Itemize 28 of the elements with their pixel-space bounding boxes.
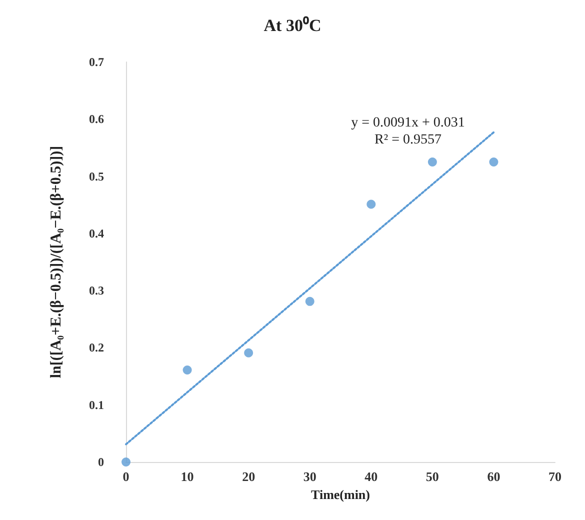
x-tick-label: 30 <box>303 469 316 484</box>
x-tick-label: 60 <box>487 469 500 484</box>
y-tick-label: 0.4 <box>89 226 104 240</box>
annotation: y = 0.0091x + 0.031 <box>351 116 465 130</box>
point <box>122 458 130 466</box>
x-tick-label: 50 <box>426 469 439 484</box>
point <box>305 296 314 306</box>
x-tick-label: 10 <box>180 469 194 484</box>
y-tick-label: 0.5 <box>89 169 104 184</box>
point <box>489 158 498 166</box>
y-axis-title: ln[([A₀+E.(β−0.5)])/([A₀−E.(β+0.5)])] <box>48 146 64 378</box>
y-tick-label: 0.6 <box>89 112 104 126</box>
y-tick-label: 0.3 <box>89 284 104 298</box>
y-tick-label: 0.1 <box>89 398 104 412</box>
x-tick-label: 40 <box>364 469 378 484</box>
x-tick-label: 70 <box>548 469 562 484</box>
y-tick-label: 0 <box>98 455 104 469</box>
y-tick-label: 0.2 <box>89 340 104 355</box>
annotation: R² = 0.9557 <box>374 132 442 148</box>
point <box>182 366 192 374</box>
point <box>366 200 376 209</box>
y-tick-label: 0.7 <box>89 55 104 69</box>
point <box>244 348 254 358</box>
x-axis-title: Time(min) <box>311 487 370 502</box>
point <box>428 158 437 166</box>
chart-title: At 30⁰C <box>264 16 322 35</box>
x-tick-label: 0 <box>122 469 130 484</box>
x-tick-label: 20 <box>242 469 256 484</box>
